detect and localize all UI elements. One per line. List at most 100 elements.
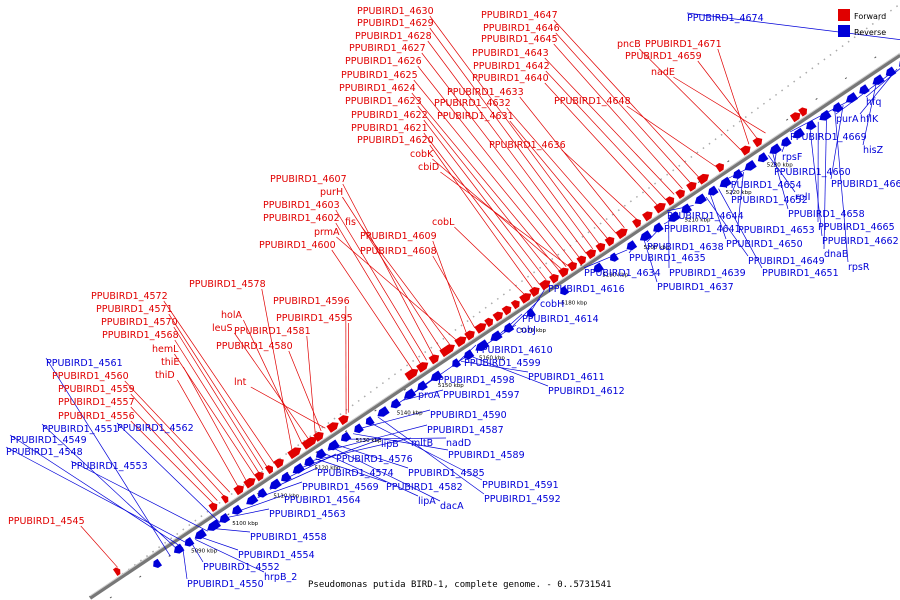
gene-label-mltb: mltB — [411, 438, 433, 449]
reverse-gene-18 — [377, 406, 390, 417]
forward-gene-7 — [273, 458, 284, 469]
gene-label-ppubird1-4595: PPUBIRD1_4595 — [276, 313, 353, 324]
leader-ppubird1-4653 — [737, 171, 744, 226]
gene-label-ppubird1-4632: PPUBIRD1_4632 — [434, 98, 511, 109]
leader-ppubird1-4632 — [506, 107, 617, 234]
leader-ppubird1-4649 — [705, 196, 749, 257]
gene-label-ppubird1-4574: PPUBIRD1_4574 — [317, 468, 394, 479]
legend-forward-label: Forward — [854, 12, 886, 21]
leader-hola — [243, 319, 303, 444]
leader-ppubird1-4600 — [331, 249, 413, 370]
reverse-gene-52 — [885, 66, 897, 77]
gene-label-lipa: lipA — [418, 496, 436, 507]
reverse-gene-34 — [653, 222, 664, 233]
gene-label-hfq: hfq — [866, 97, 881, 108]
tick-label: 5230 kbp — [767, 162, 793, 168]
reverse-gene-50 — [859, 84, 870, 95]
leader-ppubird1-4628 — [427, 40, 587, 254]
gene-label-ppubird1-4611: PPUBIRD1_4611 — [528, 372, 605, 383]
leader-ppubird1-4571 — [168, 313, 268, 468]
forward-gene-33 — [604, 236, 615, 247]
forward-gene-34 — [615, 228, 628, 240]
tick-label: 5150 kbp — [438, 383, 464, 389]
forward-gene-8 — [287, 447, 302, 460]
forward-gene-12 — [338, 415, 349, 426]
gene-label-proa: proA — [418, 390, 441, 401]
forward-gene-23 — [510, 299, 520, 310]
gene-label-ppubird1-4643: PPUBIRD1_4643 — [472, 48, 549, 59]
leader-ppubird1-4558 — [211, 528, 251, 533]
reverse-gene-25 — [475, 339, 490, 351]
reverse-gene-46 — [806, 119, 817, 130]
reverse-gene-39 — [719, 176, 732, 188]
reverse-gene-40 — [732, 168, 744, 179]
gene-label-cbid: cbiD — [418, 162, 439, 173]
leader-ppubird1-4668 — [830, 105, 844, 180]
forward-gene-21 — [492, 311, 504, 322]
reverse-gene-24 — [463, 349, 475, 360]
leader-ppubird1-4591 — [369, 422, 483, 481]
reverse-gene-31 — [610, 252, 619, 262]
gene-label-ppubird1-4563: PPUBIRD1_4563 — [269, 509, 346, 520]
reverse-gene-21 — [417, 380, 428, 391]
leader-ppubird1-4629 — [429, 27, 594, 250]
leader-ppubird1-4608 — [432, 255, 476, 329]
forward-gene-10 — [313, 431, 324, 442]
leader-heml — [174, 353, 256, 476]
tick-label: 5110 kbp — [273, 493, 299, 499]
gene-label-ppubird1-4607: PPUBIRD1_4607 — [270, 174, 347, 185]
gene-label-thid: thiD — [155, 370, 175, 381]
reverse-gene-38 — [708, 185, 719, 196]
tick-label: 5210 kbp — [685, 218, 711, 224]
leader-rpli — [768, 155, 796, 193]
forward-gene-28 — [558, 267, 569, 278]
leader-nadd — [344, 437, 447, 440]
leader-hrpb-2 — [195, 539, 265, 573]
gene-label-ppubird1-4548: PPUBIRD1_4548 — [6, 447, 83, 458]
reverse-gene-4 — [207, 519, 222, 531]
gene-label-ppubird1-4658: PPUBIRD1_4658 — [788, 209, 865, 220]
leader-thie — [183, 366, 247, 482]
forward-gene-24 — [519, 293, 532, 304]
gene-label-ppubird1-4616: PPUBIRD1_4616 — [548, 284, 625, 295]
gene-label-ppubird1-4631: PPUBIRD1_4631 — [437, 111, 514, 122]
leader-ppubird1-4620 — [429, 144, 534, 290]
leader-ppubird1-4651 — [718, 188, 763, 269]
tick-label: 5200 kbp — [643, 245, 669, 251]
gene-label-ppubird1-4634: PPUBIRD1_4634 — [584, 268, 661, 279]
leader-ppubird1-4645 — [553, 43, 683, 190]
gene-label-ppubird1-4635: PPUBIRD1_4635 — [629, 253, 706, 264]
gene-label-ppubird1-4651: PPUBIRD1_4651 — [762, 268, 839, 279]
gene-label-ppubird1-4602: PPUBIRD1_4602 — [263, 213, 340, 224]
gene-label-ppubird1-4589: PPUBIRD1_4589 — [448, 450, 525, 461]
forward-gene-39 — [675, 189, 685, 200]
tick-label: 5160 kbp — [479, 355, 505, 361]
reverse-gene-13 — [315, 448, 327, 459]
gene-label-hflk: hflK — [860, 114, 879, 125]
gene-label-lipb: lipB — [381, 439, 399, 450]
gene-label-ppubird1-4560: PPUBIRD1_4560 — [52, 371, 129, 382]
leader-ppubird1-4659 — [697, 60, 758, 139]
gene-label-cobh: cobH — [540, 299, 564, 310]
gene-label-ppubird1-4623: PPUBIRD1_4623 — [345, 96, 422, 107]
gene-label-ppubird1-4639: PPUBIRD1_4639 — [669, 268, 746, 279]
leader-ppubird1-4650 — [709, 194, 727, 240]
forward-gene-37 — [653, 202, 666, 214]
leader-ppubird1-4572 — [163, 300, 275, 463]
forward-gene-20 — [484, 317, 494, 328]
gene-label-nade: nadE — [651, 67, 675, 78]
leader-ppubird1-4637 — [643, 238, 658, 283]
leader-ppubird1-4580 — [288, 350, 322, 432]
gene-label-ppubird1-4648: PPUBIRD1_4648 — [554, 96, 631, 107]
forward-gene-35 — [632, 218, 641, 229]
forward-gene-17 — [454, 336, 467, 348]
gene-label-ppubird1-4620: PPUBIRD1_4620 — [357, 135, 434, 146]
leader-ppubird1-4563 — [228, 508, 270, 518]
forward-gene-1 — [208, 502, 218, 512]
gene-label-ppubird1-4551: PPUBIRD1_4551 — [42, 424, 119, 435]
leader-ppubird1-4642 — [545, 70, 667, 201]
gene-label-pncb: pncB — [617, 39, 641, 50]
gene-labels: PPUBIRD1_4545 PPUBIRD1_4556 PPUBIRD1_4557 P… — [6, 6, 900, 590]
leader-ppubird1-4611 — [460, 360, 529, 373]
gene-label-ppubird1-4645: PPUBIRD1_4645 — [481, 34, 558, 45]
